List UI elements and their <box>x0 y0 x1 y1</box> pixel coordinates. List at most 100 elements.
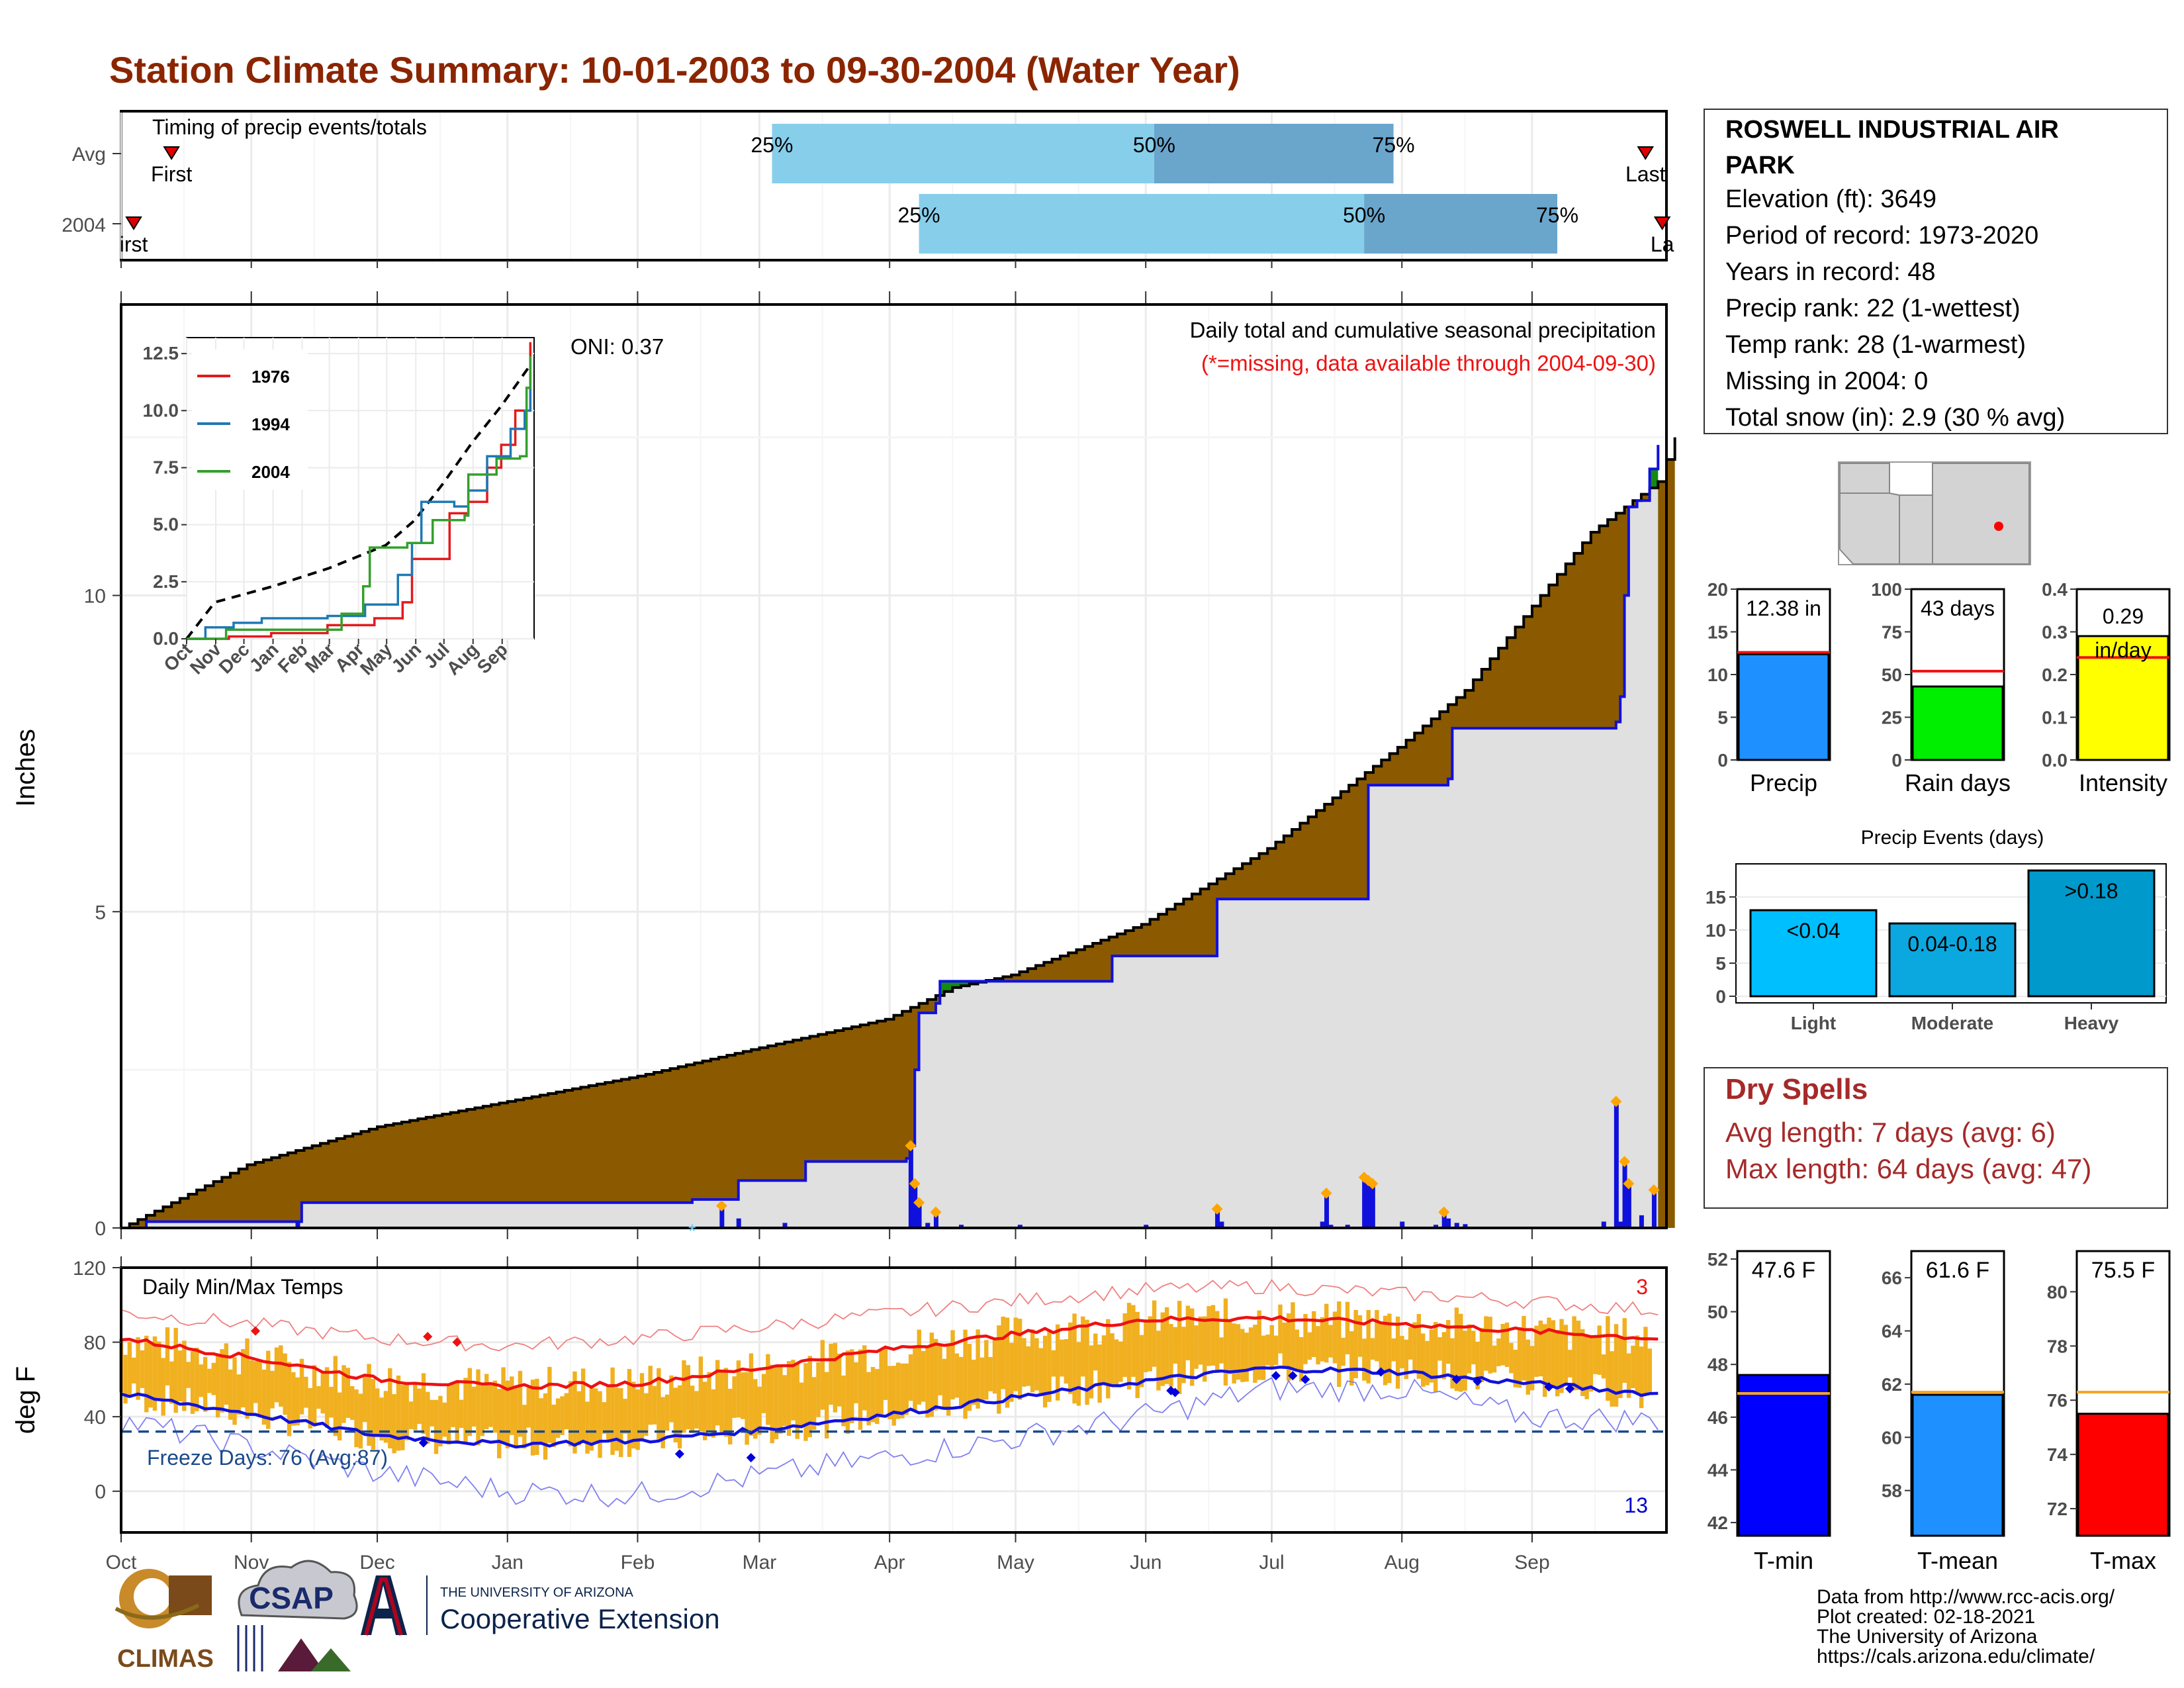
daily-temp-bar <box>745 1372 749 1445</box>
month-axis-label: May <box>997 1552 1034 1573</box>
record-high-marker <box>423 1332 433 1342</box>
daily-temp-bar <box>564 1393 569 1430</box>
daily-temp-bar <box>1622 1318 1627 1383</box>
daily-temp-bar <box>1051 1350 1056 1377</box>
daily-temp-bar <box>442 1402 447 1437</box>
daily-temp-bar <box>1144 1319 1148 1372</box>
daily-temp-bar <box>766 1354 770 1425</box>
daily-temp-bar <box>501 1367 506 1443</box>
daily-temp-bar <box>1122 1313 1127 1378</box>
timing-quartile-label: 50% <box>1343 203 1385 227</box>
daily-temp-bar <box>585 1401 590 1454</box>
daily-temp-bar <box>778 1366 783 1434</box>
daily-temp-bar <box>1101 1335 1107 1384</box>
daily-temp-bar <box>1488 1317 1492 1374</box>
daily-temp-bar <box>1517 1327 1522 1388</box>
timing-quartile-label: 75% <box>1373 133 1415 157</box>
daily-temp-bar <box>1593 1336 1598 1374</box>
daily-temp-bar <box>866 1372 871 1426</box>
daily-temp-bar <box>1257 1310 1261 1380</box>
daily-temp-bar <box>388 1368 392 1449</box>
daily-temp-bar <box>921 1350 926 1402</box>
daily-temp-bar <box>279 1345 283 1407</box>
daily-temp-bar <box>1500 1324 1505 1366</box>
daily-temp-bar <box>690 1385 695 1433</box>
daily-temp-bar <box>274 1347 279 1403</box>
figure-title: Station Climate Summary: 10-01-2003 to 0… <box>109 49 1240 91</box>
daily-temp-bar <box>1375 1309 1379 1362</box>
timing-bar-q50-q75 <box>1154 124 1394 183</box>
daily-temp-bar <box>341 1365 346 1423</box>
daily-temp-bar <box>1013 1317 1018 1391</box>
daily-temp-bar <box>610 1367 615 1455</box>
temp-gauge-category: T-mean <box>1917 1547 1998 1574</box>
temp-gauge-tick-label: 72 <box>2047 1499 2068 1519</box>
daily-temp-bar <box>1525 1339 1531 1395</box>
daily-temp-bar <box>824 1372 829 1439</box>
daily-temp-bar <box>177 1350 183 1401</box>
daily-temp-bar <box>979 1357 985 1403</box>
daily-temp-bar <box>580 1368 586 1440</box>
daily-temp-bar <box>543 1393 548 1460</box>
temp-gauge-tick-label: 64 <box>1882 1321 1903 1342</box>
daily-temp-bar <box>1089 1345 1094 1399</box>
record-high-count: 3 <box>1636 1275 1648 1299</box>
first-event-label: First <box>151 162 192 186</box>
daily-temp-bar <box>1210 1305 1216 1366</box>
timing-quartile-label: 75% <box>1536 203 1578 227</box>
daily-temp-bar <box>484 1374 489 1430</box>
events-y-tick-label: 5 <box>1715 953 1726 974</box>
daily-temp-bar <box>140 1350 145 1388</box>
daily-temp-bar <box>510 1376 514 1435</box>
daily-temp-bar <box>539 1398 543 1443</box>
daily-temp-bar <box>1106 1319 1111 1399</box>
daily-temp-bar <box>1076 1342 1081 1406</box>
heavy-event-marker <box>909 1178 921 1190</box>
precip-gauge-value-label: 0.29 <box>2103 604 2144 628</box>
daily-temp-bar <box>770 1364 774 1444</box>
precip-gauge-tick-label: 0 <box>1891 750 1902 771</box>
inset-legend-label: 2004 <box>251 462 290 482</box>
daily-temp-bar <box>1295 1329 1300 1370</box>
daily-temp-bar <box>631 1382 636 1449</box>
daily-precip-bar <box>1651 1190 1657 1228</box>
daily-temp-bar <box>396 1375 401 1451</box>
daily-temp-bar <box>1152 1300 1157 1367</box>
daily-temp-bar <box>1463 1331 1467 1391</box>
daily-temp-bar <box>1349 1331 1354 1386</box>
daily-temp-bar <box>379 1397 384 1441</box>
daily-temp-bar <box>1341 1337 1345 1366</box>
daily-temp-bar <box>1538 1320 1543 1377</box>
inset-y-tick-label: 12.5 <box>143 343 179 363</box>
timing-row-avg-label: Avg <box>72 144 106 165</box>
daily-temp-bar <box>791 1360 796 1421</box>
precip-gauge-fill <box>1737 653 1830 761</box>
daily-precip-bar <box>1639 1215 1644 1228</box>
daily-temp-bar <box>1572 1316 1576 1391</box>
daily-temp-bar <box>1298 1337 1304 1382</box>
station-snow: Total snow (in): 2.9 (30 % avg) <box>1725 404 2065 432</box>
daily-temp-bar <box>917 1329 921 1405</box>
daily-temp-bar <box>854 1362 858 1403</box>
daily-temp-bar <box>1471 1331 1476 1365</box>
daily-temp-bar <box>850 1349 854 1423</box>
timing-quartile-label: 50% <box>1133 133 1175 157</box>
daily-temp-bar <box>459 1399 464 1429</box>
daily-temp-bar <box>1400 1336 1404 1369</box>
daily-temp-bar <box>669 1375 674 1423</box>
daily-temp-bar <box>1312 1311 1316 1358</box>
inset-legend-bg <box>192 350 308 490</box>
temp-gauge-tick-label: 80 <box>2047 1282 2068 1302</box>
events-bar <box>2027 869 2156 998</box>
daily-temp-bar <box>1005 1317 1010 1408</box>
precip-gauge-category: Rain days <box>1905 769 2011 796</box>
daily-temp-bar <box>245 1338 250 1419</box>
daily-temp-bar <box>753 1379 758 1439</box>
daily-temp-bar <box>354 1389 359 1448</box>
daily-precip-bar <box>736 1218 741 1228</box>
daily-temp-bar <box>698 1356 704 1432</box>
daily-temp-bar <box>619 1388 623 1458</box>
temp-gauge-value-label: 61.6 F <box>1926 1258 1989 1283</box>
daily-temp-bar <box>1547 1317 1551 1385</box>
daily-temp-bar <box>811 1377 817 1430</box>
